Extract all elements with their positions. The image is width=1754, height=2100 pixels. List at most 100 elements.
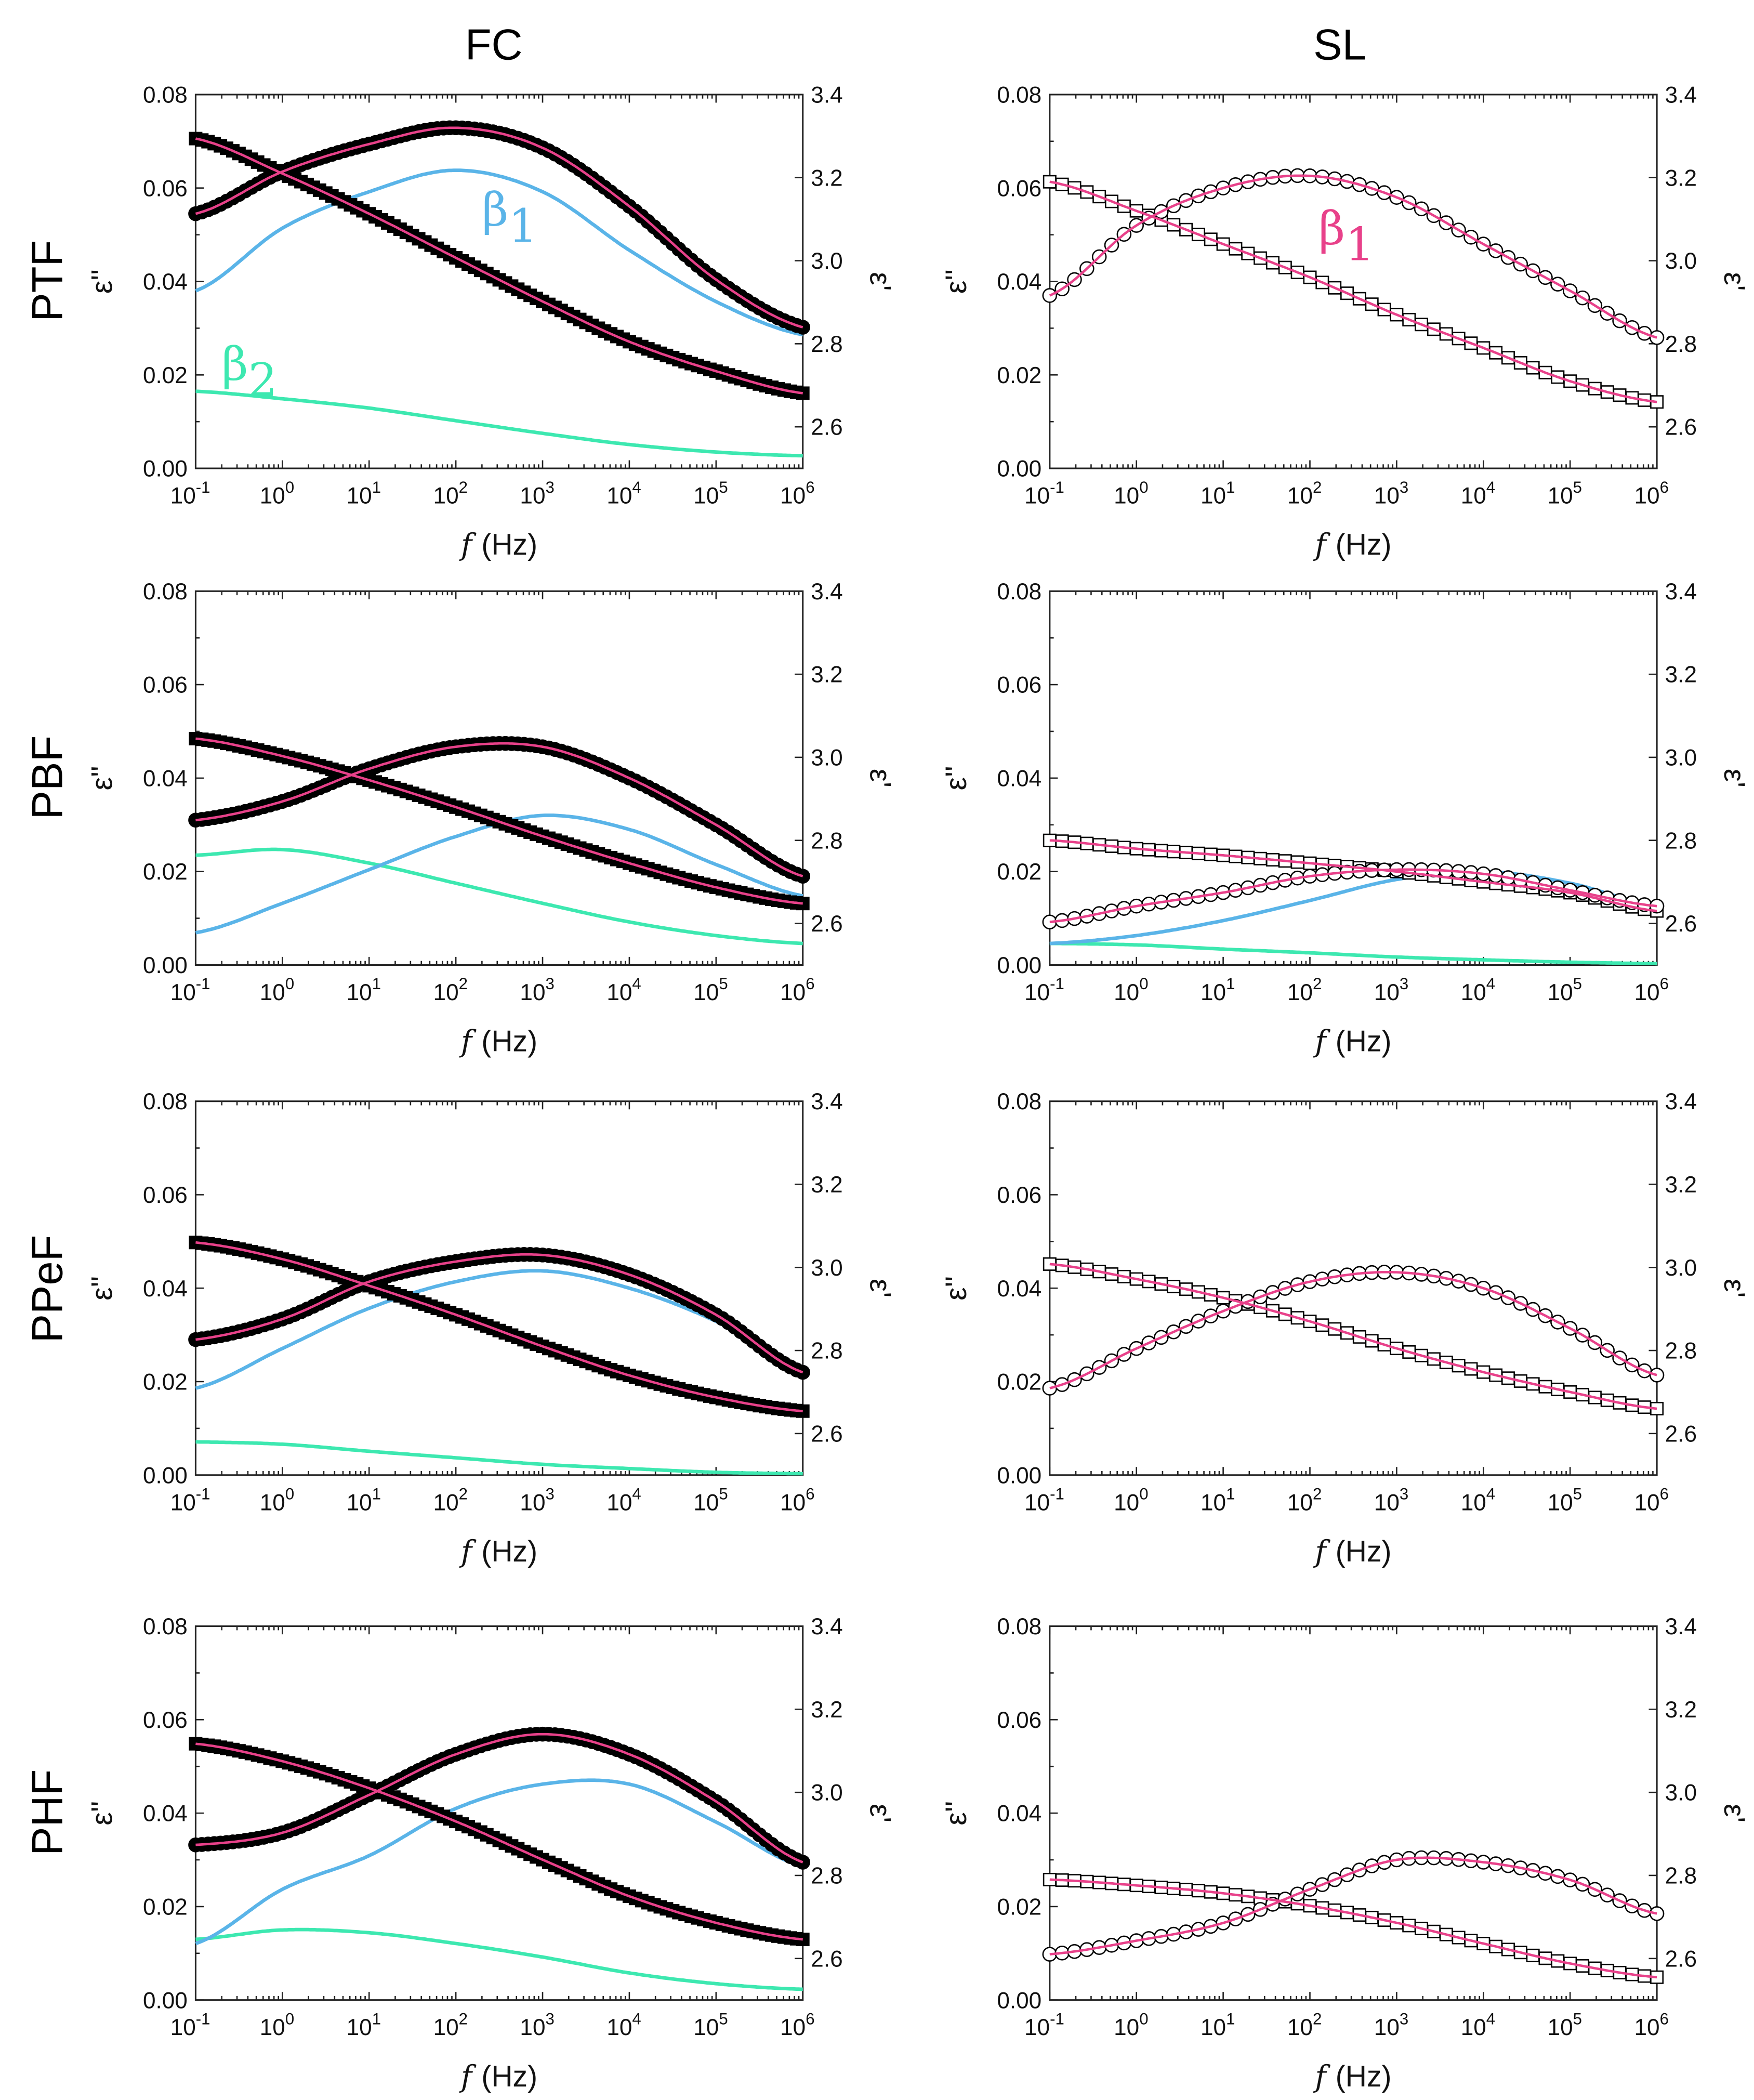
y-right-tick-label: 2.8 bbox=[811, 1863, 842, 1889]
y-right-tick-label: 2.8 bbox=[811, 332, 842, 357]
x-tick-label: 103 bbox=[1374, 2010, 1408, 2040]
y-right-tick-label: 3.2 bbox=[811, 1172, 842, 1198]
column-title-sl: SL bbox=[1313, 20, 1366, 69]
x-tick-label: 101 bbox=[347, 1485, 381, 1516]
x-tick-label: 105 bbox=[693, 2010, 728, 2040]
x-tick-label: 101 bbox=[347, 478, 381, 509]
y-right-tick-label: 3.4 bbox=[811, 579, 842, 605]
y-left-axis-label: ε'' bbox=[940, 269, 973, 294]
panel-sl-pbf: 10-1 100 101 102 103 104 105 106 0.00 0.02 0.04 0.0… bbox=[940, 579, 1751, 1059]
y-left-tick-label: 0.06 bbox=[143, 176, 188, 201]
x-tick-label: 103 bbox=[520, 2010, 554, 2040]
y-left-tick-label: 0.02 bbox=[997, 859, 1041, 885]
y-right-axis-label: ε' bbox=[1718, 272, 1751, 291]
y-left-tick-label: 0.08 bbox=[143, 579, 188, 605]
y-left-tick-label: 0.02 bbox=[143, 363, 188, 388]
y-left-tick-label: 0.04 bbox=[143, 269, 188, 295]
loss-fit-curve bbox=[1049, 1270, 1657, 1389]
x-tick-label: 102 bbox=[433, 1485, 468, 1516]
loss-fit-curve bbox=[1049, 868, 1657, 923]
y-left-tick-label: 0.06 bbox=[143, 1183, 188, 1208]
y-right-axis-label: ε' bbox=[864, 769, 897, 788]
y-right-tick-label: 2.6 bbox=[811, 1946, 842, 1972]
x-tick-label: 100 bbox=[1114, 1485, 1148, 1516]
y-left-tick-label: 0.08 bbox=[997, 579, 1041, 605]
x-tick-label: 104 bbox=[606, 478, 641, 509]
y-left-tick-label: 0.08 bbox=[997, 1089, 1041, 1114]
x-axis-label: f (Hz) bbox=[1313, 1534, 1391, 1569]
x-tick-label: 106 bbox=[780, 975, 814, 1005]
x-tick-label: 104 bbox=[1461, 975, 1495, 1005]
x-tick-label: 105 bbox=[1548, 478, 1582, 509]
y-right-tick-label: 3.0 bbox=[811, 248, 842, 274]
y-right-tick-label: 3.2 bbox=[811, 1697, 842, 1723]
y-left-axis-label: ε'' bbox=[940, 1276, 973, 1301]
storage-fit-curve bbox=[195, 737, 803, 905]
x-tick-label: 100 bbox=[1114, 478, 1148, 509]
y-right-tick-label: 2.6 bbox=[811, 1421, 842, 1447]
plot-frame bbox=[194, 1100, 804, 1476]
plot-frame bbox=[194, 1625, 804, 2001]
column-title-fc: FC bbox=[465, 20, 523, 69]
y-left-tick-label: 0.06 bbox=[997, 1183, 1041, 1208]
x-tick-label: 105 bbox=[1548, 1485, 1582, 1516]
x-tick-label: 101 bbox=[1201, 1485, 1235, 1516]
x-tick-label: 102 bbox=[1287, 478, 1322, 509]
y-right-tick-label: 2.8 bbox=[1665, 332, 1697, 357]
y-left-axis-label: ε'' bbox=[85, 1276, 118, 1301]
y-left-tick-label: 0.06 bbox=[997, 176, 1041, 201]
x-tick-label: 104 bbox=[606, 975, 641, 1005]
x-tick-label: 106 bbox=[780, 478, 814, 509]
storage-fit-curve bbox=[1049, 1263, 1657, 1410]
y-left-axis-label: ε'' bbox=[85, 1801, 118, 1825]
y-left-tick-label: 0.00 bbox=[143, 1463, 188, 1488]
x-axis-label: f (Hz) bbox=[1313, 1025, 1391, 1059]
x-tick-label: 102 bbox=[1287, 975, 1322, 1005]
x-tick-label: 104 bbox=[1461, 1485, 1495, 1516]
y-right-tick-label: 3.2 bbox=[811, 165, 842, 191]
y-left-tick-label: 0.06 bbox=[997, 1708, 1041, 1733]
x-tick-label: 10-1 bbox=[1024, 2010, 1064, 2040]
x-tick-label: 105 bbox=[1548, 975, 1582, 1005]
loss-fit-curve bbox=[195, 126, 803, 329]
storage-fit-curve bbox=[1049, 839, 1657, 912]
y-right-axis-label: ε' bbox=[1718, 1279, 1751, 1297]
x-tick-label: 102 bbox=[1287, 2010, 1322, 2040]
x-tick-label: 103 bbox=[520, 478, 554, 509]
y-right-tick-label: 3.0 bbox=[811, 745, 842, 771]
y-left-tick-label: 0.02 bbox=[997, 363, 1041, 388]
y-left-tick-label: 0.04 bbox=[143, 1801, 188, 1827]
x-tick-label: 102 bbox=[433, 975, 468, 1005]
x-tick-label: 105 bbox=[693, 1485, 728, 1516]
x-tick-label: 101 bbox=[1201, 478, 1235, 509]
beta2-curve bbox=[195, 1440, 803, 1476]
y-right-tick-label: 2.8 bbox=[811, 1338, 842, 1364]
loss-fit-curve bbox=[195, 742, 803, 877]
y-right-tick-label: 3.2 bbox=[1665, 1172, 1697, 1198]
y-left-tick-label: 0.02 bbox=[997, 1894, 1041, 1920]
x-tick-label: 101 bbox=[1201, 975, 1235, 1005]
y-left-tick-label: 0.06 bbox=[143, 673, 188, 698]
y-left-tick-label: 0.00 bbox=[997, 1988, 1041, 2013]
y-right-tick-label: 3.2 bbox=[1665, 662, 1697, 688]
x-tick-label: 104 bbox=[1461, 2010, 1495, 2040]
y-right-tick-label: 3.4 bbox=[811, 83, 842, 108]
x-tick-label: 106 bbox=[780, 2010, 814, 2040]
x-axis-label: f (Hz) bbox=[459, 2059, 537, 2094]
row-label-ptf: PTF bbox=[23, 240, 71, 322]
row-label-pbf: PBF bbox=[23, 736, 71, 820]
x-tick-label: 105 bbox=[693, 975, 728, 1005]
x-tick-label: 100 bbox=[260, 478, 294, 509]
panel-sl-phf: 10-1 100 101 102 103 104 105 106 0.00 0.02 0.04 0.0… bbox=[940, 1614, 1751, 2094]
x-tick-label: 106 bbox=[1634, 478, 1668, 509]
x-tick-label: 102 bbox=[1287, 1485, 1322, 1516]
y-right-tick-label: 3.4 bbox=[1665, 1089, 1697, 1114]
x-axis-label: f (Hz) bbox=[1313, 2059, 1391, 2094]
y-right-tick-label: 3.0 bbox=[1665, 248, 1697, 274]
x-tick-label: 100 bbox=[260, 2010, 294, 2040]
loss-fit-curve bbox=[1049, 1856, 1657, 1956]
beta2-curve bbox=[195, 1927, 803, 1991]
x-tick-label: 10-1 bbox=[170, 1485, 210, 1516]
y-right-tick-label: 3.0 bbox=[1665, 1255, 1697, 1281]
